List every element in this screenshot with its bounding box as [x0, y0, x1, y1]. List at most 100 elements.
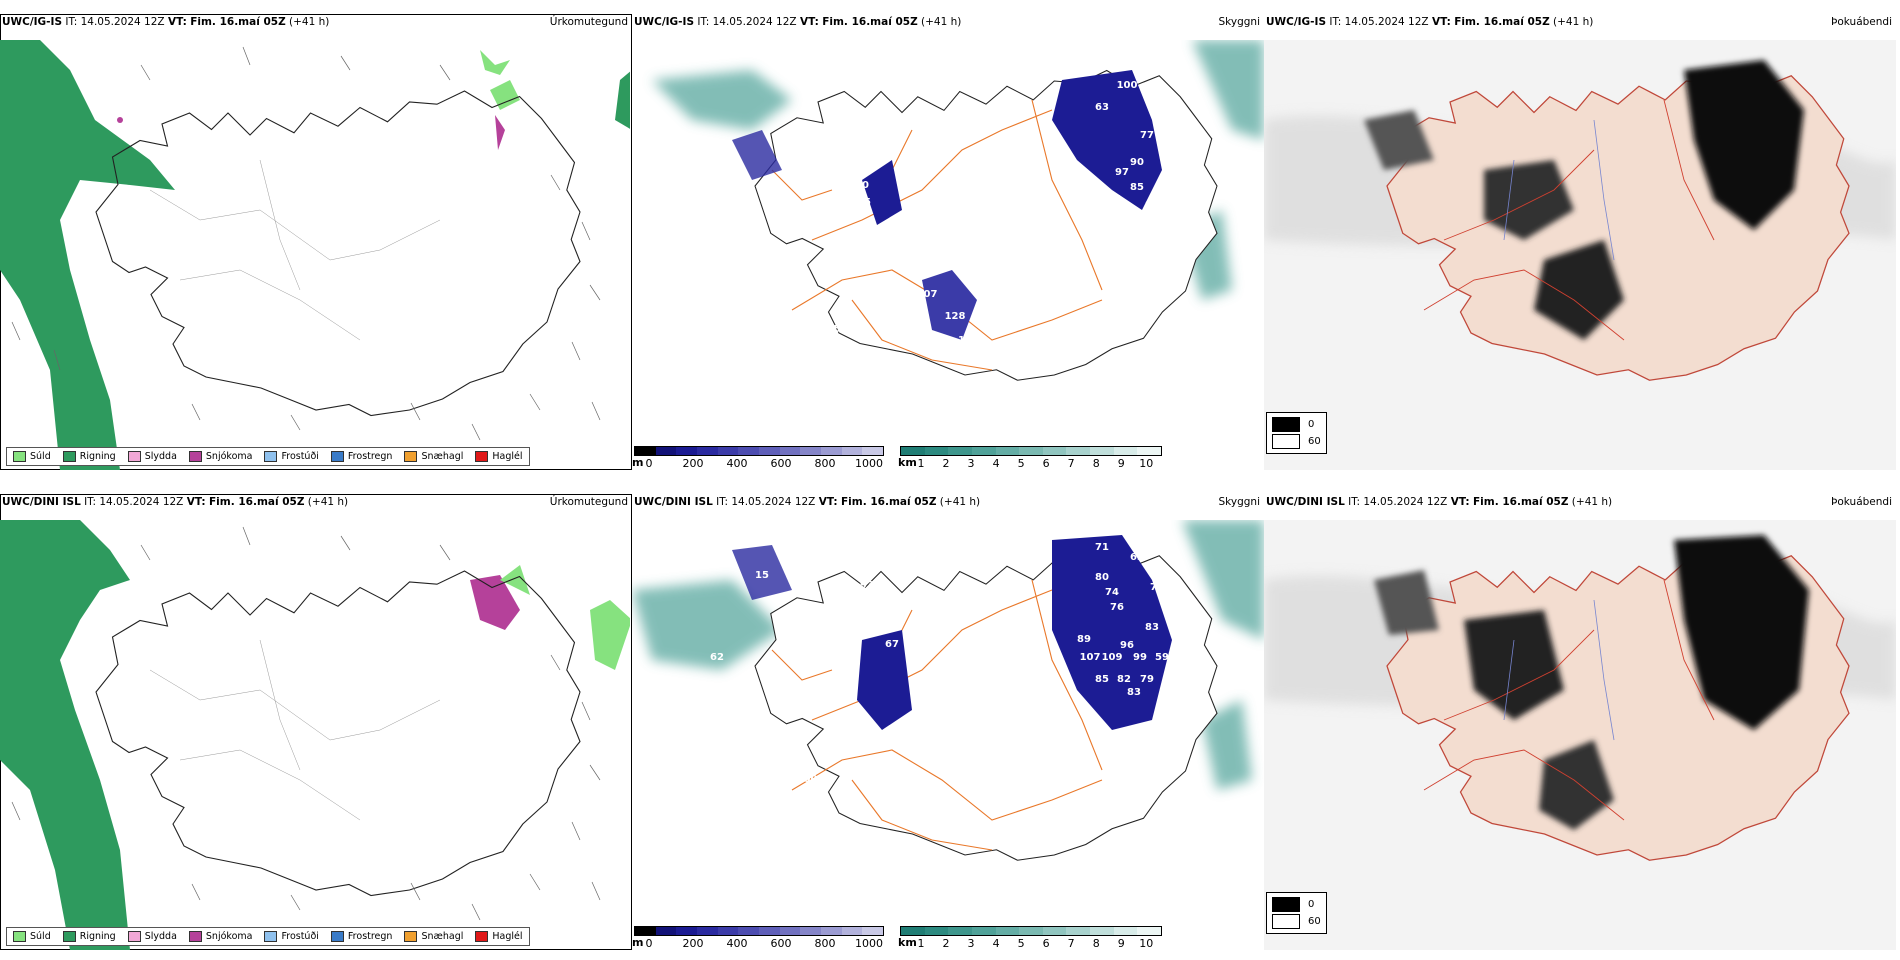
legend-item: Slydda	[127, 451, 177, 462]
cloud-base-label: 83	[1145, 622, 1159, 633]
legend-item: Rigning	[62, 451, 116, 462]
colorbar-swatch	[948, 927, 972, 935]
colorbar-tick: 0	[645, 937, 653, 950]
colorbar-swatch	[1113, 927, 1138, 935]
cloud-base-label: 11	[980, 313, 994, 324]
legend-item: Slydda	[127, 931, 177, 942]
colorbar-tick: 4	[992, 937, 1000, 950]
colorbar-tick: 200	[682, 937, 704, 950]
colorbar-swatch	[655, 927, 677, 935]
colorbar-swatch	[995, 927, 1020, 935]
colorbar-swatch	[862, 927, 884, 935]
visibility-panel-top: UWC/IG-IS IT: 14.05.2024 12Z VT: Fim. 16…	[632, 10, 1264, 480]
cloud-base-label: 89	[1077, 634, 1091, 645]
cloud-base-label: 74	[1105, 587, 1119, 598]
colorbar-swatch	[924, 447, 949, 455]
legend-item: Snjókoma	[188, 931, 252, 942]
colorbar-tick: 1	[917, 457, 925, 470]
colorbar-tick: 9	[1117, 457, 1125, 470]
panel-header: UWC/DINI ISL IT: 14.05.2024 12Z VT: Fim.…	[2, 496, 349, 508]
ceiling-colorbar: m 0 200 400 600 800 1000	[632, 926, 884, 958]
cloud-base-label: 90	[1130, 157, 1144, 168]
colorbar-swatch	[1066, 927, 1091, 935]
wind-barbs	[11, 46, 601, 441]
visibility-colorbar: km 1 2 3 4 5 6 7 8 9 10	[898, 446, 1162, 478]
colorbar-swatch	[841, 927, 863, 935]
panel-header: UWC/DINI ISL IT: 14.05.2024 12Z VT: Fim.…	[1266, 496, 1613, 508]
cloud-base-label: 82	[1117, 674, 1131, 685]
legend-item: Frostúði	[264, 931, 319, 942]
fog-panel-bottom: UWC/DINI ISL IT: 14.05.2024 12Z VT: Fim.…	[1264, 490, 1896, 960]
cloud-base-label: 12	[958, 335, 972, 346]
colorbar-tick: 7	[1067, 937, 1075, 950]
colorbar-swatch	[1090, 927, 1114, 935]
cloud-base-label: 97	[1115, 167, 1129, 178]
colorbar-tick: 2	[942, 937, 950, 950]
colorbar-swatch	[738, 447, 760, 455]
fog-panel-top: UWC/IG-IS IT: 14.05.2024 12Z VT: Fim. 16…	[1264, 10, 1896, 480]
precip-panel-bottom: UWC/DINI ISL IT: 14.05.2024 12Z VT: Fim.…	[0, 490, 632, 960]
colorbar-tick: 400	[726, 937, 748, 950]
roads	[771, 579, 1103, 851]
panel-title: Úrkomutegund	[549, 16, 628, 28]
colorbar-tick: 7	[1067, 457, 1075, 470]
legend-item: Haglél	[475, 451, 523, 462]
panel-title: Þokuábendi	[1831, 16, 1892, 28]
colorbar-tick: 0	[645, 457, 653, 470]
cloud-base-label: 53	[1160, 104, 1174, 115]
colorbar-swatch	[862, 447, 884, 455]
colorbar-tick: 10	[1139, 457, 1154, 470]
legend-item: 0	[1272, 896, 1321, 913]
colorbar-swatch	[759, 447, 780, 455]
legend-item: Rigning	[62, 931, 116, 942]
cloud-base-label: 59	[1155, 652, 1169, 663]
legend-item: Frostregn	[330, 931, 392, 942]
cloud-base-label: 69	[1145, 87, 1159, 98]
cloud-base-label: 99	[1133, 652, 1147, 663]
legend-item: 60	[1272, 433, 1321, 450]
colorbar-swatch	[676, 447, 698, 455]
colorbar-swatch	[697, 927, 718, 935]
cloud-base-label: 15	[755, 570, 769, 581]
panel-title: Úrkomutegund	[549, 496, 628, 508]
fog-legend: 0 60	[1266, 892, 1327, 934]
low-cloud-areas	[732, 535, 1172, 730]
colorbar-swatch	[901, 927, 925, 935]
legend-item: Frostregn	[330, 451, 392, 462]
legend-item: Snæhagl	[404, 931, 463, 942]
colorbar-tick: 3	[967, 457, 975, 470]
colorbar-swatch	[995, 447, 1020, 455]
visibility-panel-bottom: UWC/DINI ISL IT: 14.05.2024 12Z VT: Fim.…	[632, 490, 1264, 960]
cloud-base-label: 61	[1180, 122, 1194, 133]
colorbar-swatch	[738, 927, 760, 935]
visibility-map: 71 63 80 74 76 78 51 51 83 96 89 107 109 99 59 85 82 79 83…	[632, 520, 1264, 861]
colorbar-swatch	[800, 927, 822, 935]
cloud-base-label: 63	[1095, 102, 1109, 113]
cloud-base-label: 51	[1170, 595, 1184, 606]
cloud-base-label: 78	[1150, 582, 1164, 593]
colorbar-tick: 200	[682, 457, 704, 470]
colorbar-tick: 6	[1042, 937, 1050, 950]
legend-item: Snjókoma	[188, 451, 252, 462]
cloud-base-label: 77	[1140, 130, 1154, 141]
colorbar-swatch	[800, 447, 822, 455]
cloud-base-label: 80	[855, 180, 869, 191]
fog-map	[1264, 40, 1896, 470]
cloud-base-label: 128	[945, 311, 966, 322]
colorbar-tick: 600	[770, 457, 792, 470]
cloud-base-label: 85	[1130, 182, 1144, 193]
colorbar-swatch	[1066, 447, 1091, 455]
precip-legend: Súld Rigning Slydda Snjókoma Frostúði Fr…	[6, 927, 530, 946]
panel-title: Skyggni	[1218, 16, 1261, 28]
colorbar-tick: 1000	[855, 937, 883, 950]
colorbar-swatch	[635, 927, 656, 935]
colorbar-swatch	[635, 447, 656, 455]
colorbar-tick: 6	[1042, 457, 1050, 470]
colorbar-tick: 3	[967, 937, 975, 950]
colorbar-swatch	[1113, 447, 1138, 455]
colorbar-tick: 8	[1092, 457, 1100, 470]
colorbar-swatch	[717, 447, 739, 455]
legend-item: Súld	[13, 451, 51, 462]
colorbar-swatch	[1090, 447, 1114, 455]
